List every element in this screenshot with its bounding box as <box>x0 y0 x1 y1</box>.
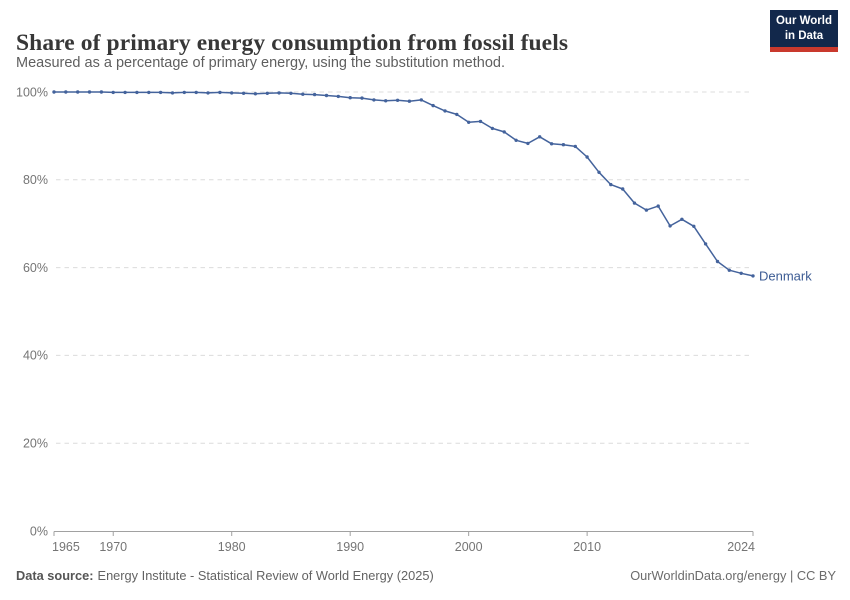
data-point-marker[interactable] <box>265 91 269 96</box>
data-point-marker[interactable] <box>573 144 577 149</box>
data-point-marker[interactable] <box>135 90 139 95</box>
x-tick-label: 2000 <box>455 540 483 554</box>
license-note: OurWorldinData.org/energy | CC BY <box>630 568 836 583</box>
y-gridlines <box>54 91 753 532</box>
data-point-marker[interactable] <box>289 91 293 96</box>
data-point-marker[interactable] <box>668 224 672 228</box>
data-point-marker[interactable] <box>170 91 175 95</box>
data-point-marker[interactable] <box>680 217 684 221</box>
data-point-marker[interactable] <box>241 91 246 96</box>
denmark-series-line[interactable] <box>54 91 754 277</box>
data-point-marker[interactable] <box>360 96 364 100</box>
data-point-marker[interactable] <box>301 92 305 96</box>
data-point-marker[interactable] <box>751 274 755 278</box>
data-point-marker[interactable] <box>99 90 104 94</box>
entity-label-denmark[interactable]: Denmark <box>759 268 812 283</box>
data-point-marker[interactable] <box>467 120 471 125</box>
data-point-marker[interactable] <box>230 91 234 95</box>
data-point-marker[interactable] <box>703 242 708 246</box>
data-point-marker[interactable] <box>514 138 518 142</box>
denmark-series[interactable] <box>52 90 755 278</box>
data-point-marker[interactable] <box>111 90 115 95</box>
data-point-marker[interactable] <box>64 90 68 94</box>
fossil-share-line-chart: 0% 20% 40% 60% 80% 100% 1965 1970 1980 1990 2000 20… <box>16 85 812 554</box>
data-point-marker[interactable] <box>609 182 613 187</box>
data-point-marker[interactable] <box>76 90 80 94</box>
data-point-marker[interactable] <box>182 90 186 95</box>
data-point-marker[interactable] <box>585 155 589 159</box>
data-point-marker[interactable] <box>206 91 210 95</box>
data-point-marker[interactable] <box>194 90 198 95</box>
data-point-marker[interactable] <box>632 201 637 205</box>
x-tick-label: 1980 <box>218 540 246 554</box>
data-source-label: Data source: <box>16 568 94 583</box>
data-point-marker[interactable] <box>407 99 412 103</box>
data-point-marker[interactable] <box>336 94 340 99</box>
data-point-marker[interactable] <box>253 92 258 96</box>
data-point-marker[interactable] <box>621 187 625 191</box>
x-tick-label: 1970 <box>99 540 127 554</box>
data-point-marker[interactable] <box>727 268 731 272</box>
data-point-marker[interactable] <box>538 135 542 139</box>
data-point-marker[interactable] <box>277 91 281 95</box>
data-point-marker[interactable] <box>561 143 566 147</box>
data-point-marker[interactable] <box>158 90 163 95</box>
chart-footer: Data source: Energy Institute - Statistic… <box>16 568 836 583</box>
data-point-marker[interactable] <box>502 130 506 134</box>
data-point-marker[interactable] <box>218 90 222 95</box>
data-point-marker[interactable] <box>526 141 530 146</box>
x-tick-label: 2024 <box>727 540 755 554</box>
data-point-marker[interactable] <box>597 170 601 174</box>
data-point-marker[interactable] <box>52 90 56 94</box>
data-point-marker[interactable] <box>87 90 92 94</box>
data-point-marker[interactable] <box>549 142 554 146</box>
data-point-marker[interactable] <box>455 112 459 117</box>
data-point-marker[interactable] <box>431 103 435 108</box>
data-source-text: Energy Institute - Statistical Review of… <box>97 568 434 583</box>
y-tick-label: 0% <box>30 524 48 538</box>
y-tick-label: 60% <box>23 261 48 275</box>
chart-subtitle: Measured as a percentage of primary ener… <box>16 55 505 71</box>
y-tick-label: 40% <box>23 349 48 363</box>
x-axis-ticks: 1965 1970 1980 1990 2000 2010 2024 <box>52 531 755 554</box>
y-tick-label: 100% <box>16 85 48 99</box>
data-point-marker[interactable] <box>739 271 743 275</box>
data-point-marker[interactable] <box>490 126 495 131</box>
data-point-marker[interactable] <box>692 224 696 228</box>
owid-logo-line1: Our World <box>775 15 832 28</box>
x-tick-label: 1965 <box>52 540 80 554</box>
page-title: Share of primary energy consumption from… <box>16 29 569 56</box>
y-tick-label: 80% <box>23 173 48 187</box>
data-point-marker[interactable] <box>324 93 329 98</box>
data-point-marker[interactable] <box>147 90 151 95</box>
data-point-marker[interactable] <box>644 208 649 212</box>
owid-logo-line2: in Data <box>784 29 824 42</box>
data-point-marker[interactable] <box>348 96 352 100</box>
data-point-marker[interactable] <box>123 90 127 95</box>
x-tick-label: 2010 <box>573 540 601 554</box>
data-source-note: Data source: Energy Institute - Statistic… <box>16 568 434 583</box>
data-point-marker[interactable] <box>312 92 317 97</box>
y-tick-label: 20% <box>23 437 48 451</box>
data-point-marker[interactable] <box>656 204 660 208</box>
data-point-marker[interactable] <box>372 98 376 102</box>
data-point-marker[interactable] <box>443 109 447 113</box>
data-point-marker[interactable] <box>395 98 400 103</box>
owid-logo: Our World in Data <box>770 10 838 52</box>
data-point-marker[interactable] <box>419 98 423 102</box>
data-point-marker[interactable] <box>715 259 720 264</box>
data-point-marker[interactable] <box>384 99 388 103</box>
data-point-marker[interactable] <box>478 119 483 124</box>
x-tick-label: 1990 <box>336 540 364 554</box>
